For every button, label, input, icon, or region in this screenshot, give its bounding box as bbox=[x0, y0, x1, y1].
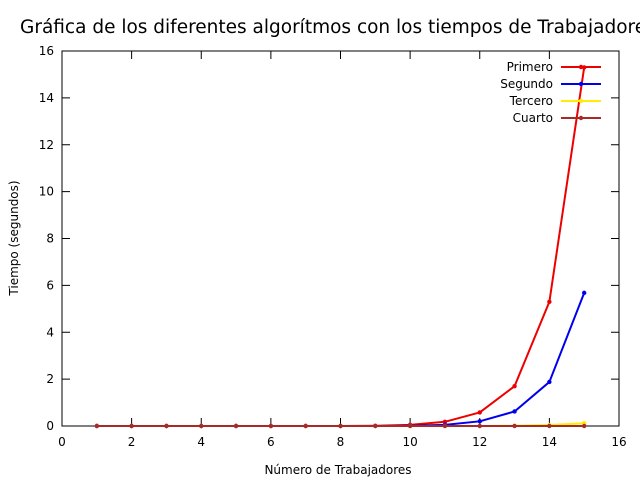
x-tick-label: 2 bbox=[128, 435, 136, 449]
legend-marker bbox=[578, 98, 584, 104]
y-axis-label: Tiempo (segundos) bbox=[7, 180, 21, 296]
legend-item-tercero: Tercero bbox=[509, 94, 601, 108]
x-tick-label: 10 bbox=[402, 435, 417, 449]
x-tick-label: 8 bbox=[337, 435, 345, 449]
chart-title: Gráfica de los diferentes algorítmos con… bbox=[20, 17, 640, 38]
data-point-cuarto bbox=[199, 423, 204, 429]
data-point-cuarto bbox=[268, 423, 274, 429]
legend-label: Segundo bbox=[500, 77, 553, 91]
data-point-cuarto bbox=[477, 423, 482, 429]
y-tick-labels: 0 2 4 6 8 10 12 14 16 bbox=[39, 44, 54, 433]
y-tick-label: 4 bbox=[46, 325, 54, 339]
legend-marker bbox=[578, 81, 584, 87]
data-point-primero bbox=[547, 299, 552, 304]
data-point-cuarto bbox=[407, 423, 413, 429]
x-tick-label: 14 bbox=[542, 435, 557, 449]
data-point-cuarto bbox=[94, 423, 100, 429]
data-point-primero bbox=[442, 419, 448, 424]
data-point-primero bbox=[512, 383, 517, 389]
legend-label: Cuarto bbox=[513, 111, 553, 125]
data-point-segundo bbox=[547, 379, 552, 385]
x-tick-label: 0 bbox=[58, 435, 66, 449]
data-point-cuarto bbox=[373, 423, 378, 429]
x-tick-label: 4 bbox=[197, 435, 205, 449]
y-tick-label: 8 bbox=[46, 232, 54, 246]
legend-item-segundo: Segundo bbox=[500, 77, 601, 91]
data-point-segundo bbox=[581, 290, 587, 296]
data-point-cuarto bbox=[581, 423, 587, 429]
data-point-cuarto bbox=[129, 423, 134, 429]
x-axis-label: Número de Trabajadores bbox=[264, 463, 411, 477]
y-tick-label: 14 bbox=[39, 91, 54, 105]
data-point-cuarto bbox=[303, 423, 308, 429]
x-tick-label: 12 bbox=[472, 435, 487, 449]
data-point-cuarto bbox=[164, 423, 169, 429]
legend-item-primero: Primero bbox=[507, 60, 601, 74]
series-layer bbox=[94, 65, 587, 429]
data-point-primero bbox=[477, 410, 482, 415]
data-point-segundo bbox=[477, 419, 482, 424]
x-tick-label: 6 bbox=[267, 435, 275, 449]
y-tick-label: 12 bbox=[39, 138, 54, 152]
legend-item-cuarto: Cuarto bbox=[513, 111, 601, 125]
y-tick-label: 0 bbox=[46, 419, 54, 433]
data-point-cuarto bbox=[512, 423, 517, 429]
series-line-primero bbox=[96, 67, 586, 427]
legend-marker bbox=[578, 115, 584, 121]
y-tick-label: 6 bbox=[46, 278, 54, 292]
data-point-cuarto bbox=[338, 423, 343, 429]
legend-label: Primero bbox=[507, 60, 553, 74]
y-tick-label: 2 bbox=[46, 372, 54, 386]
x-tick-label: 16 bbox=[611, 435, 626, 449]
data-point-cuarto bbox=[442, 423, 448, 429]
series-segundo bbox=[94, 290, 587, 429]
legend-marker bbox=[578, 64, 584, 70]
series-line-segundo bbox=[96, 292, 586, 427]
data-point-cuarto bbox=[233, 423, 239, 429]
x-tick-labels: 0 2 4 6 8 10 12 14 16 bbox=[58, 435, 626, 449]
legend-label: Tercero bbox=[509, 94, 553, 108]
legend: Primero Segundo Tercero Cuarto bbox=[500, 60, 601, 125]
series-cuarto bbox=[94, 423, 587, 429]
y-tick-label: 16 bbox=[39, 44, 54, 58]
y-tick-label: 10 bbox=[39, 185, 54, 199]
data-point-segundo bbox=[512, 409, 517, 414]
data-point-cuarto bbox=[547, 423, 552, 429]
